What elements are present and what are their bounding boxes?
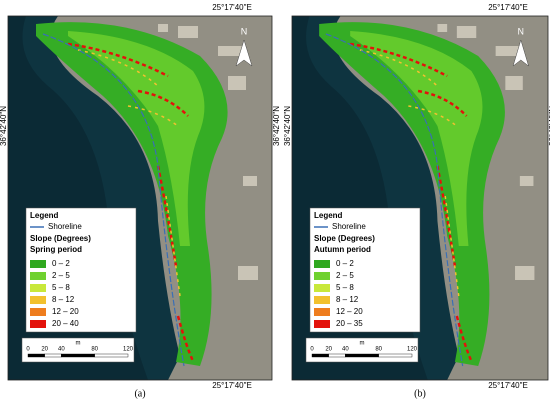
- scale-segment: [328, 353, 346, 358]
- scale-tick-label: 80: [91, 347, 98, 353]
- right-coordinate: 36°42'40"N: [548, 106, 550, 146]
- scale-segment: [378, 353, 413, 358]
- north-label: N: [518, 26, 524, 36]
- legend-swatch: [314, 320, 330, 328]
- scale-segment: [27, 353, 45, 358]
- legend-swatch: [314, 308, 330, 316]
- shoreline: [325, 33, 464, 367]
- bottom-coordinate: 25°17'40"E: [212, 381, 252, 390]
- legend-swatch: [30, 272, 46, 280]
- scale-tick-label: 20: [41, 347, 48, 353]
- slope-mid: [77, 49, 181, 297]
- scale-segment: [44, 353, 62, 358]
- legend-period: Spring period: [30, 245, 82, 254]
- beach-light: [350, 31, 483, 246]
- slope-mid: [359, 49, 460, 297]
- legend-swatch: [30, 260, 46, 268]
- scale-segment: [94, 353, 129, 358]
- scale-segment: [345, 353, 379, 358]
- scale-tick-label: 80: [375, 347, 382, 353]
- top-coordinate: 25°17'40"E: [488, 3, 528, 12]
- legend-title: Legend: [30, 211, 59, 220]
- legend-swatch: [30, 320, 46, 328]
- left-coordinate: 36°42'40"N: [0, 106, 8, 146]
- scale-tick-label: 40: [58, 347, 65, 353]
- slope-steep: [67, 42, 195, 362]
- legend-class: 20 – 40: [52, 319, 79, 328]
- legend-swatch: [314, 284, 330, 292]
- buildings: [437, 24, 535, 280]
- scale-box: [21, 337, 135, 363]
- scale-box: [305, 337, 419, 363]
- legend-shoreline: Shoreline: [48, 222, 82, 231]
- scale-tick-label: 40: [342, 347, 349, 353]
- right-coordinate: 36°42'40"N: [272, 106, 281, 146]
- legend-class: 12 – 20: [336, 307, 363, 316]
- scale-segment: [61, 353, 95, 358]
- scale-unit: m: [360, 341, 365, 347]
- scale-tick-label: 120: [407, 347, 418, 353]
- legend-heading: Slope (Degrees): [314, 234, 375, 243]
- top-coordinate: 25°17'40"E: [212, 3, 252, 12]
- scale-segment: [311, 353, 329, 358]
- legend-swatch: [30, 296, 46, 304]
- legend-class: 8 – 12: [336, 295, 359, 304]
- legend-class: 0 – 2: [336, 259, 354, 268]
- bottom-coordinate: 25°17'40"E: [488, 381, 528, 390]
- caption: (b): [414, 388, 426, 399]
- legend-period: Autumn period: [314, 245, 371, 254]
- beach-light: [68, 31, 205, 246]
- map-frame: [7, 15, 273, 381]
- legend-class: 12 – 20: [52, 307, 79, 316]
- north-arrow: [235, 39, 253, 67]
- legend-class: 0 – 2: [52, 259, 70, 268]
- legend-class: 20 – 35: [336, 319, 363, 328]
- legend-shoreline: Shoreline: [332, 222, 366, 231]
- scale-tick-label: 0: [26, 347, 30, 353]
- legend-class: 2 – 5: [336, 271, 354, 280]
- legend-swatch: [314, 260, 330, 268]
- left-coordinate: 36°42'40"N: [283, 106, 292, 146]
- legend-swatch: [30, 284, 46, 292]
- north-label: N: [241, 26, 248, 36]
- legend-class: 2 – 5: [52, 271, 70, 280]
- scale-tick-label: 120: [123, 347, 134, 353]
- north-arrow: [512, 39, 530, 67]
- buildings: [158, 24, 258, 280]
- scale-tick-label: 20: [325, 347, 332, 353]
- legend-class: 8 – 12: [52, 295, 75, 304]
- shoreline: [42, 33, 185, 367]
- legend-class: 5 – 8: [336, 283, 354, 292]
- scale-tick-label: 0: [310, 347, 314, 353]
- legend-heading: Slope (Degrees): [30, 234, 91, 243]
- legend-title: Legend: [314, 211, 343, 220]
- map-frame: [291, 15, 549, 381]
- slope-steep: [350, 42, 473, 362]
- legend-swatch: [314, 272, 330, 280]
- legend-swatch: [30, 308, 46, 316]
- caption: (a): [134, 388, 145, 399]
- legend-swatch: [314, 296, 330, 304]
- legend-class: 5 – 8: [52, 283, 70, 292]
- scale-unit: m: [76, 341, 81, 347]
